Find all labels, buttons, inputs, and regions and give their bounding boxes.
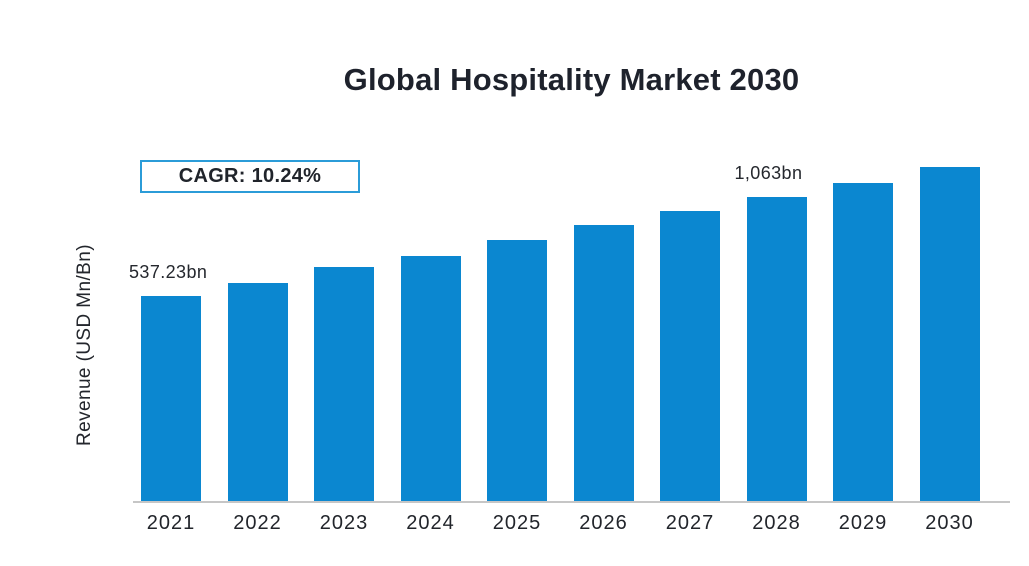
bar-2021 — [141, 296, 201, 502]
cagr-badge: CAGR: 10.24% — [140, 160, 360, 193]
x-axis-label-2024: 2024 — [406, 512, 455, 534]
x-axis-label-2029: 2029 — [838, 512, 888, 534]
bar-slot — [487, 102, 547, 502]
bar-slot — [919, 102, 980, 502]
bar-2030 — [919, 167, 980, 502]
plot-area: 537.23bn 1,063bn — [129, 102, 1010, 502]
bar-slot — [227, 102, 288, 502]
bar-slot — [833, 102, 893, 502]
bar-value-label: 1,063bn — [734, 163, 803, 183]
bar-slot: 537.23bn — [129, 102, 207, 502]
x-axis-label-2022: 2022 — [233, 512, 282, 534]
bar-2028 — [746, 197, 807, 502]
bar-2023 — [314, 267, 374, 502]
bar-slot: 1,063bn — [735, 102, 807, 502]
bar-slot — [660, 102, 720, 502]
bar-slot — [314, 102, 374, 502]
bar-2024 — [400, 256, 461, 502]
x-axis-line — [133, 501, 1010, 503]
chart-title: Global Hospitality Market 2030 — [343, 62, 800, 97]
bar-slot — [573, 102, 634, 502]
bar-2029 — [833, 183, 893, 502]
bar-2022 — [227, 283, 288, 502]
x-axis-label-2025: 2025 — [492, 512, 542, 534]
cagr-badge-label: CAGR: 10.24% — [178, 165, 322, 187]
x-axis-label-2023: 2023 — [319, 512, 369, 534]
x-axis-labels: 2021 2022 2023 2024 2025 2026 2027 2028 2029 2030 — [133, 512, 1010, 535]
bar-slot — [400, 102, 461, 502]
bar-2026 — [573, 225, 634, 502]
x-axis-label-2030: 2030 — [925, 512, 974, 534]
bar-2025 — [487, 240, 547, 502]
x-axis-label-2027: 2027 — [665, 512, 715, 534]
y-axis-title: Revenue (USD Mn/Bn) — [74, 244, 95, 446]
x-axis-label-2021: 2021 — [146, 512, 196, 534]
x-axis-label-2026: 2026 — [579, 512, 628, 534]
bar-value-label: 537.23bn — [129, 262, 208, 282]
bar-2027 — [660, 211, 720, 502]
x-axis-label-2028: 2028 — [752, 512, 801, 534]
